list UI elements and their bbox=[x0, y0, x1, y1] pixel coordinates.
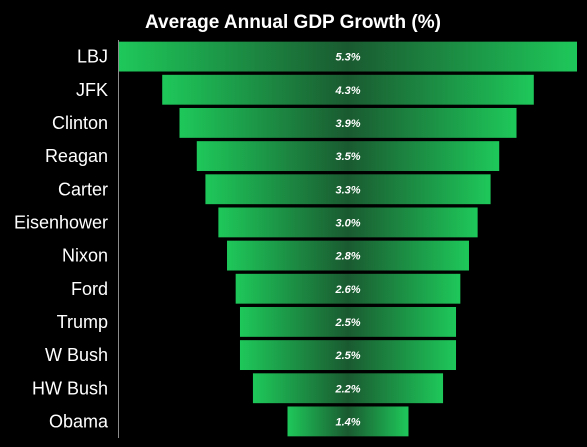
category-label: Nixon bbox=[62, 246, 108, 266]
bar-trump bbox=[239, 306, 457, 337]
category-label: Obama bbox=[49, 411, 109, 431]
value-label: 2.5% bbox=[334, 317, 360, 329]
bar-clinton bbox=[179, 107, 517, 138]
bar-hw-bush bbox=[252, 373, 444, 404]
bar-lbj bbox=[119, 41, 577, 72]
category-label: W Bush bbox=[45, 345, 108, 365]
value-label: 2.5% bbox=[334, 350, 360, 362]
category-label: Ford bbox=[71, 279, 108, 299]
category-label: LBJ bbox=[77, 47, 108, 67]
category-label: Reagan bbox=[45, 146, 108, 166]
category-label: Clinton bbox=[52, 113, 108, 133]
value-label: 5.3% bbox=[335, 52, 360, 64]
category-label: Eisenhower bbox=[14, 212, 108, 232]
value-label: 4.3% bbox=[334, 85, 360, 97]
bar-nixon bbox=[227, 240, 469, 271]
value-label: 3.9% bbox=[335, 118, 360, 130]
value-label: 3.3% bbox=[335, 184, 360, 196]
value-label: 2.2% bbox=[334, 383, 360, 395]
bar-jfk bbox=[162, 74, 534, 105]
category-labels: LBJ JFK Clinton Reagan Carter Eisenhower Nixon… bbox=[14, 47, 109, 432]
bar-reagan bbox=[196, 141, 500, 172]
value-label: 3.0% bbox=[335, 217, 360, 229]
bars-group bbox=[119, 41, 577, 437]
bar-w-bush bbox=[239, 340, 457, 371]
category-label: HW Bush bbox=[32, 378, 108, 398]
value-label: 3.5% bbox=[335, 151, 360, 163]
category-label: Trump bbox=[57, 312, 108, 332]
category-label: JFK bbox=[76, 80, 108, 100]
chart-title: Average Annual GDP Growth (%) bbox=[145, 12, 441, 33]
category-label: Carter bbox=[58, 179, 108, 199]
bar-ford bbox=[235, 273, 461, 304]
value-label: 2.6% bbox=[334, 284, 360, 296]
bar-obama bbox=[287, 406, 409, 437]
value-labels: 5.3% 4.3% 3.9% 3.5% 3.3% 3.0% 2.8% 2.6% 2.5% 2.5%… bbox=[334, 52, 360, 429]
value-label: 1.4% bbox=[335, 416, 360, 428]
bar-carter bbox=[205, 174, 491, 205]
bar-eisenhower bbox=[218, 207, 478, 238]
value-label: 2.8% bbox=[334, 251, 360, 263]
